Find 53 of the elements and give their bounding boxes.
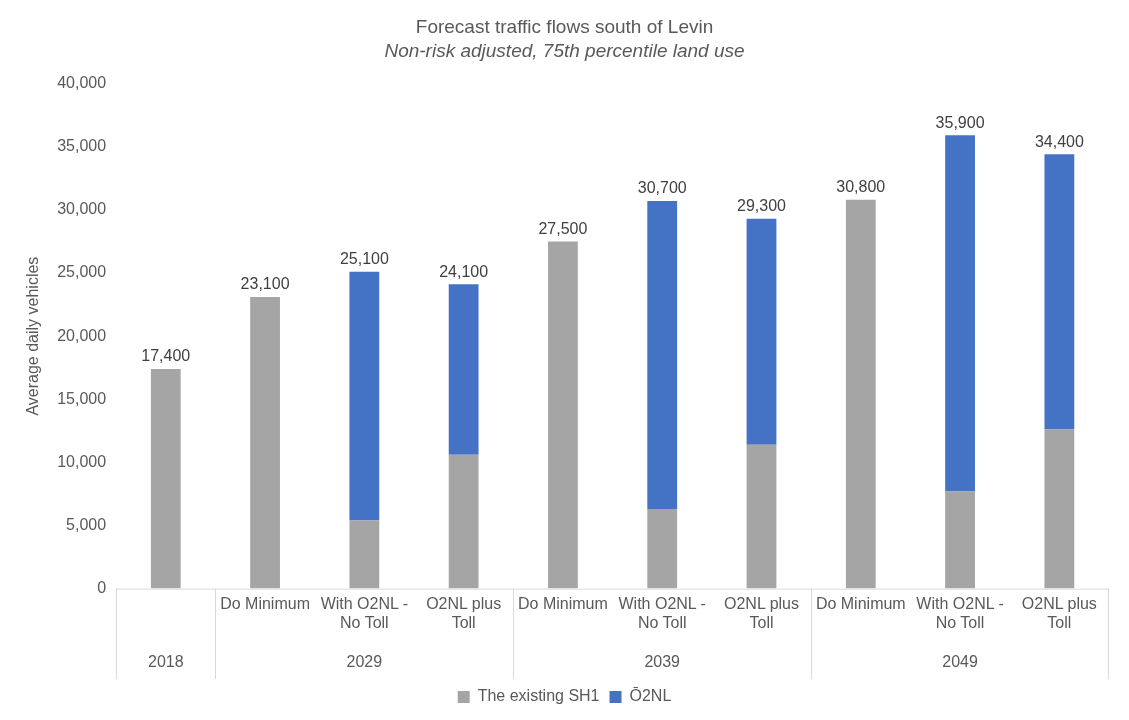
bar [845,199,876,589]
bar [448,454,479,589]
total-label: 17,400 [141,347,191,365]
total-label: 24,100 [439,262,489,280]
bar [548,241,578,589]
text: 2049 [942,653,978,671]
x-tick-label: Do Minimum [815,594,906,612]
bar [647,201,678,510]
total-label: 34,400 [1034,132,1084,150]
text: 2029 [346,653,383,671]
x-tick-label: O2NL plus Toll [426,594,502,631]
bar [945,491,975,589]
y-tick-label: 40,000 [57,74,107,92]
total-label: 23,100 [240,275,290,293]
text: 2039 [644,653,681,671]
x-tick-label: O2NL plus Toll [1021,594,1097,631]
chart-subtitle: Non-risk adjusted, 75th percentile land use [384,40,745,62]
bar [150,368,181,589]
y-tick-label: 35,000 [57,137,107,155]
y-tick-label: 10,000 [57,452,107,470]
legend-label: Ō2NL [629,687,672,705]
bar [1044,429,1075,589]
x-tick-label: Do Minimum [220,594,310,612]
bar [448,284,479,455]
y-axis-title: Average daily vehicles [24,256,42,416]
y-tick-label: 25,000 [57,263,107,281]
total-label: 29,300 [737,197,787,215]
x-tick-label: O2NL plus Toll [724,594,799,631]
y-tick-label: 20,000 [57,326,107,344]
bar [945,135,975,492]
y-tick-label: 15,000 [57,389,107,407]
legend-label: The existing SH1 [477,687,600,705]
x-tick-label: With O2NL - No Toll [320,594,409,631]
bar [746,444,777,589]
chart-title: Forecast traffic flows south of Levin [415,15,714,37]
bar [349,271,380,521]
bar [250,296,280,589]
total-label: 35,900 [935,113,985,131]
x-tick-label: With O2NL - No Toll [618,594,706,631]
total-label: 30,800 [836,178,886,196]
y-tick-label: 0 [97,579,107,597]
y-tick-label: 30,000 [57,200,107,218]
bar [746,218,777,445]
bar [349,520,380,589]
x-tick-label: With O2NL - No Toll [916,594,1004,631]
y-tick-label: 5,000 [66,515,107,533]
total-label: 25,100 [339,250,389,268]
text: 2018 [147,653,184,671]
bar [647,509,678,589]
x-tick-label: Do Minimum [518,594,608,612]
total-label: 27,500 [538,219,588,237]
bar [1044,154,1075,430]
total-label: 30,700 [637,179,687,197]
